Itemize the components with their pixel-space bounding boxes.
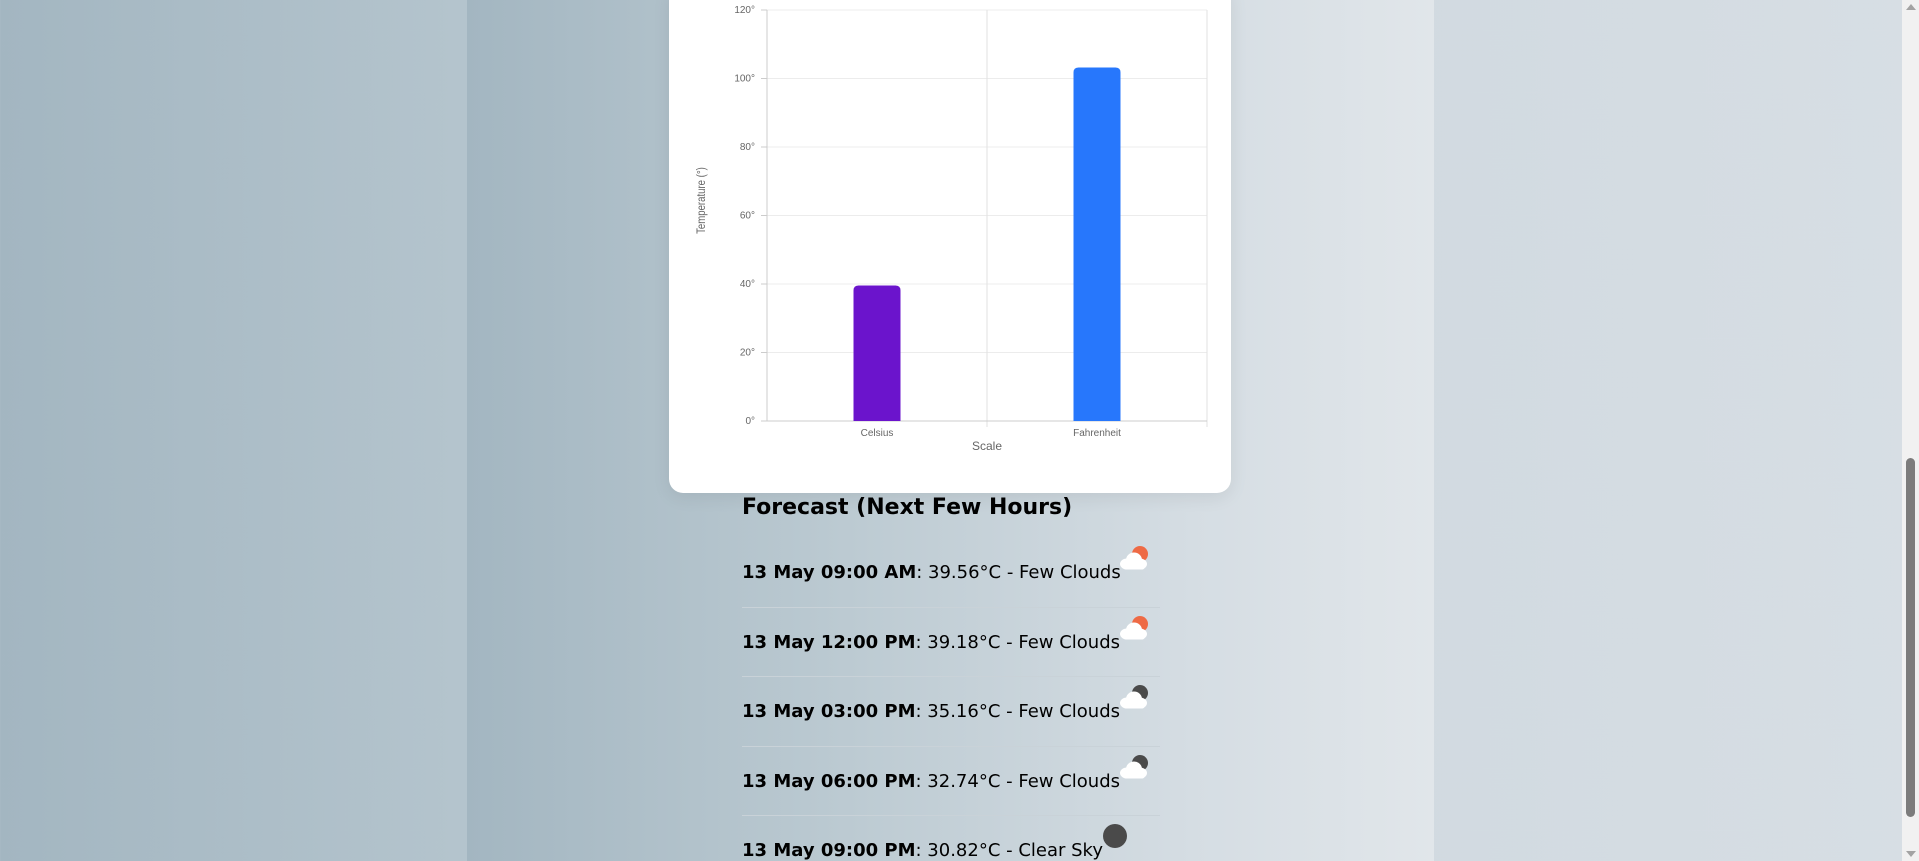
forecast-details: : 39.56°C - Few Clouds <box>916 562 1121 583</box>
forecast-details: : 39.18°C - Few Clouds <box>915 631 1121 653</box>
scroll-up-arrow-icon[interactable] <box>1906 4 1916 10</box>
forecast-text: 13 May 09:00 PM: 30.82°C - Clear Sky <box>742 840 1103 861</box>
forecast-time: 13 May 09:00 AM <box>742 562 917 583</box>
forecast-item: 13 May 12:00 PM: 39.18°C - Few Clouds <box>742 608 1160 677</box>
y-tick-label: 40° <box>740 279 755 290</box>
forecast-time: 13 May 06:00 PM <box>742 770 916 792</box>
forecast-time: 13 May 12:00 PM <box>742 631 916 653</box>
few-clouds-day-icon <box>1114 608 1154 648</box>
y-tick-label: 60° <box>740 211 755 222</box>
few-clouds-night-icon <box>1114 677 1154 717</box>
forecast-details: : 32.74°C - Few Clouds <box>915 770 1121 792</box>
clear-sky-night-icon <box>1095 816 1135 856</box>
x-tick-label: Fahrenheit <box>1073 428 1121 439</box>
forecast-item: 13 May 09:00 AM: 39.56°C - Few Clouds <box>742 538 1160 608</box>
forecast-item: 13 May 09:00 PM: 30.82°C - Clear Sky <box>742 816 1160 861</box>
y-tick-label: 100° <box>734 74 755 85</box>
forecast-time: 13 May 03:00 PM <box>742 701 916 722</box>
forecast-item: 13 May 03:00 PM: 35.16°C - Few Clouds <box>742 677 1160 747</box>
y-tick-label: 0° <box>745 416 755 427</box>
forecast-text: 13 May 06:00 PM: 32.74°C - Few Clouds <box>742 771 1120 792</box>
y-tick-label: 20° <box>740 348 755 359</box>
temperature-chart-card: 0° 20° 40° 60° 80° 100° 120° Celsius Fahrenheit S… <box>669 0 1231 493</box>
y-axis-title: Temperature (°) <box>695 167 708 234</box>
x-tick-label: Celsius <box>861 428 894 439</box>
forecast-time: 13 May 09:00 PM <box>742 840 916 861</box>
forecast-text: 13 May 03:00 PM: 35.16°C - Few Clouds <box>742 701 1120 722</box>
vertical-scrollbar[interactable] <box>1902 0 1919 861</box>
forecast-details: : 30.82°C - Clear Sky <box>915 840 1103 861</box>
forecast-details: : 35.16°C - Few Clouds <box>915 701 1121 722</box>
bar-fahrenheit <box>1073 67 1121 422</box>
few-clouds-day-icon <box>1114 538 1154 578</box>
scrollbar-thumb[interactable] <box>1906 458 1915 817</box>
forecast-list: 13 May 09:00 AM: 39.56°C - Few Clouds 13 … <box>742 538 1162 861</box>
y-tick-label: 80° <box>740 142 755 153</box>
scroll-down-arrow-icon[interactable] <box>1906 851 1916 857</box>
forecast-item: 13 May 06:00 PM: 32.74°C - Few Clouds <box>742 747 1160 816</box>
few-clouds-night-icon <box>1114 747 1154 787</box>
temperature-bar-chart: 0° 20° 40° 60° 80° 100° 120° Celsius Fahrenheit S… <box>695 5 1208 453</box>
bar-celsius <box>853 285 901 421</box>
forecast-text: 13 May 09:00 AM: 39.56°C - Few Clouds <box>742 562 1121 583</box>
forecast-title: Forecast (Next Few Hours) <box>742 495 1073 520</box>
x-axis-title: Scale <box>972 439 1002 453</box>
y-tick-label: 120° <box>734 5 755 16</box>
forecast-text: 13 May 12:00 PM: 39.18°C - Few Clouds <box>742 632 1120 653</box>
